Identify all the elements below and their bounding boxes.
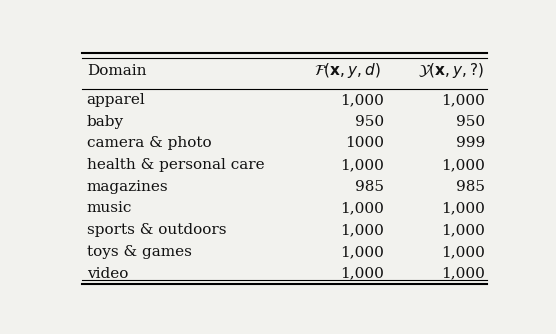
- Text: 1,000: 1,000: [441, 93, 485, 107]
- Text: 1,000: 1,000: [340, 201, 384, 215]
- Text: 1,000: 1,000: [340, 158, 384, 172]
- Text: 1,000: 1,000: [441, 267, 485, 281]
- Text: 1,000: 1,000: [441, 158, 485, 172]
- Text: baby: baby: [87, 115, 124, 129]
- Text: $\mathcal{F}(\mathbf{x}, y, d)$: $\mathcal{F}(\mathbf{x}, y, d)$: [314, 61, 381, 80]
- Text: 950: 950: [456, 115, 485, 129]
- Text: camera & photo: camera & photo: [87, 136, 211, 150]
- Text: 999: 999: [456, 136, 485, 150]
- Text: toys & games: toys & games: [87, 245, 192, 259]
- Text: $\mathcal{Y}(\mathbf{x}, y, ?)$: $\mathcal{Y}(\mathbf{x}, y, ?)$: [418, 61, 484, 80]
- Text: 1,000: 1,000: [340, 245, 384, 259]
- Text: 950: 950: [355, 115, 384, 129]
- Text: music: music: [87, 201, 132, 215]
- Text: 1,000: 1,000: [441, 201, 485, 215]
- Text: 985: 985: [456, 180, 485, 194]
- Text: sports & outdoors: sports & outdoors: [87, 223, 226, 237]
- Text: 985: 985: [355, 180, 384, 194]
- Text: 1,000: 1,000: [340, 223, 384, 237]
- Text: Domain: Domain: [87, 64, 146, 78]
- Text: health & personal care: health & personal care: [87, 158, 264, 172]
- Text: 1,000: 1,000: [441, 245, 485, 259]
- Text: 1,000: 1,000: [441, 223, 485, 237]
- Text: apparel: apparel: [87, 93, 146, 107]
- Text: 1,000: 1,000: [340, 93, 384, 107]
- Text: 1,000: 1,000: [340, 267, 384, 281]
- Text: magazines: magazines: [87, 180, 168, 194]
- Text: 1000: 1000: [345, 136, 384, 150]
- Text: video: video: [87, 267, 128, 281]
